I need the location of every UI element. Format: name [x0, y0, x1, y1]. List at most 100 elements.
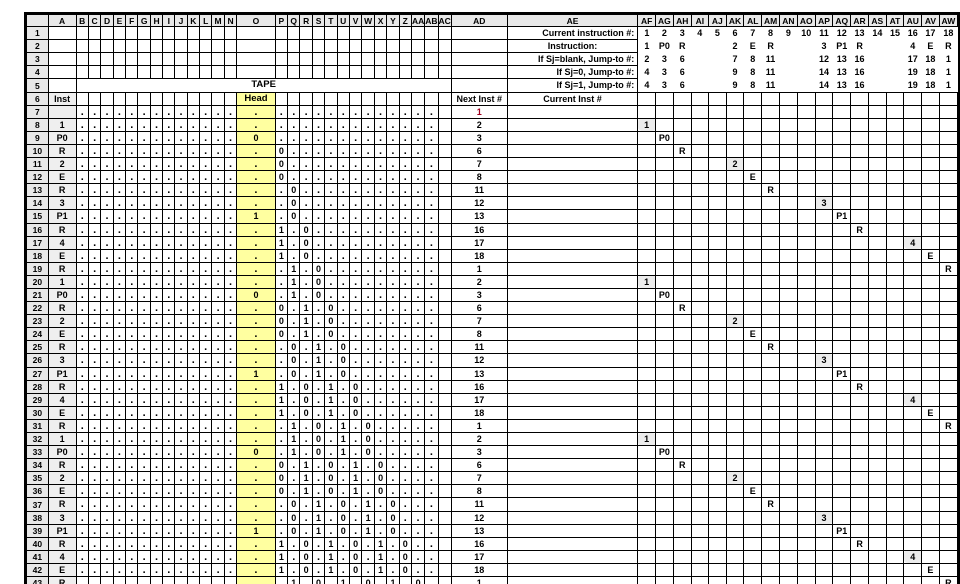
- tape-cell-Y[interactable]: .: [386, 183, 400, 198]
- tape-cell-L[interactable]: .: [199, 314, 213, 329]
- trace-cell-AL[interactable]: [743, 261, 763, 276]
- trace-cell-AG[interactable]: [655, 183, 674, 198]
- trace-spacer-cell[interactable]: [506, 327, 639, 342]
- tape-cell-Y[interactable]: .: [386, 379, 400, 394]
- trace-cell-AH[interactable]: [672, 510, 692, 525]
- tape-cell-AB[interactable]: .: [424, 261, 439, 276]
- tape-cell-T[interactable]: .: [324, 353, 338, 368]
- tape-cell-K[interactable]: .: [186, 117, 201, 132]
- tape-cell-C[interactable]: .: [87, 510, 102, 525]
- tape-cell-V[interactable]: .: [348, 327, 363, 342]
- tape-head-cell[interactable]: .: [236, 471, 276, 486]
- trace-cell-AT[interactable]: [885, 104, 905, 119]
- tape-cell-Q[interactable]: .: [286, 327, 301, 342]
- trace-cell-AO[interactable]: [796, 183, 816, 198]
- tape-cell-F[interactable]: .: [125, 130, 139, 145]
- tape-cell-S[interactable]: 1: [311, 353, 326, 368]
- tape-cell-Q[interactable]: .: [286, 117, 301, 132]
- trace-cell-AU[interactable]: [903, 170, 923, 185]
- trace-cell-AM[interactable]: [761, 392, 780, 407]
- tape-cell-AC[interactable]: [437, 471, 452, 486]
- tape-cell-P[interactable]: .: [274, 497, 289, 512]
- tape-cell-I[interactable]: .: [162, 549, 176, 564]
- trace-cell-AI[interactable]: [690, 274, 710, 289]
- tape-cell-R[interactable]: .: [299, 340, 313, 355]
- trace-cell-AJ[interactable]: [708, 209, 727, 224]
- trace-cell-AK[interactable]: [725, 405, 745, 420]
- trace-spacer-cell[interactable]: [506, 183, 639, 198]
- cell-F3[interactable]: [125, 52, 139, 67]
- trace-cell-AU[interactable]: [903, 301, 923, 316]
- cell-G4[interactable]: [137, 65, 151, 80]
- tape-cell-W[interactable]: .: [361, 405, 375, 420]
- tape-cell-F[interactable]: .: [125, 523, 139, 538]
- tape-cell-B[interactable]: .: [75, 418, 89, 434]
- tape-head-cell[interactable]: .: [236, 379, 276, 394]
- tape-cell-W[interactable]: 1: [361, 497, 375, 512]
- tape-cell-W[interactable]: .: [361, 170, 375, 185]
- tape-cell-R[interactable]: 1: [299, 301, 313, 316]
- trace-row[interactable]: 26 3............... 0. 1. 0....... 12 3: [26, 353, 959, 368]
- tape-cell-I[interactable]: .: [162, 287, 176, 303]
- trace-marker-AM[interactable]: R: [761, 183, 780, 198]
- tape-cell-L[interactable]: .: [199, 327, 213, 342]
- trace-cell-AJ[interactable]: [708, 301, 727, 316]
- tape-cell-I[interactable]: .: [162, 170, 176, 185]
- tape-head-cell[interactable]: .: [236, 183, 276, 198]
- trace-row[interactable]: 23 2.............. 0. 1. 0........ 7 2: [26, 314, 959, 329]
- tape-cell-V[interactable]: .: [348, 445, 363, 460]
- tape-cell-E[interactable]: .: [112, 143, 127, 159]
- trace-cell-AS[interactable]: [867, 379, 887, 394]
- tape-cell-I[interactable]: .: [162, 418, 176, 434]
- tape-cell-V[interactable]: .: [348, 183, 363, 198]
- trace-cell-AF[interactable]: [637, 261, 656, 276]
- tape-cell-I[interactable]: .: [162, 458, 176, 473]
- trace-cell-AP[interactable]: [814, 117, 834, 132]
- trace-spacer-cell[interactable]: [506, 287, 639, 303]
- trace-cell-AL[interactable]: [743, 366, 763, 381]
- tape-cell-AC[interactable]: [437, 497, 452, 512]
- cell-AD2[interactable]: [450, 39, 508, 54]
- tape-cell-L[interactable]: .: [199, 209, 213, 224]
- tape-cell-G[interactable]: .: [137, 183, 151, 198]
- tape-cell-T[interactable]: .: [324, 248, 338, 263]
- cell-M2[interactable]: [211, 39, 225, 54]
- trace-cell-AQ[interactable]: [832, 353, 852, 368]
- row-header-14[interactable]: 14: [26, 196, 49, 211]
- trace-cell-AP[interactable]: [814, 536, 834, 551]
- tape-cell-R[interactable]: .: [299, 261, 313, 276]
- trace-cell-AJ[interactable]: [708, 104, 727, 119]
- tape-cell-V[interactable]: .: [348, 340, 363, 355]
- cell-N2[interactable]: [223, 39, 238, 54]
- tape-cell-C[interactable]: .: [87, 222, 102, 237]
- tape-cell-AB[interactable]: .: [424, 327, 439, 342]
- tape-cell-W[interactable]: .: [361, 287, 375, 303]
- trace-cell-AM[interactable]: [761, 510, 780, 525]
- trace-marker-AF[interactable]: 1: [637, 117, 656, 132]
- trace-cell-AL[interactable]: [743, 576, 763, 584]
- cell-A3[interactable]: [47, 52, 77, 67]
- tape-cell-Y[interactable]: .: [386, 170, 400, 185]
- tape-head-cell[interactable]: .: [236, 418, 276, 434]
- tape-cell-C[interactable]: .: [87, 431, 102, 447]
- tape-cell-AA[interactable]: .: [410, 562, 426, 578]
- cell-L1[interactable]: [199, 26, 213, 41]
- trace-cell-AQ[interactable]: [832, 235, 852, 250]
- trace-cell-AS[interactable]: [867, 274, 887, 289]
- cell-Y1[interactable]: [386, 26, 400, 41]
- cell-P4[interactable]: [274, 65, 289, 80]
- trace-cell-AF[interactable]: [637, 536, 656, 551]
- tape-cell-C[interactable]: .: [87, 549, 102, 564]
- trace-spacer-cell[interactable]: [506, 484, 639, 499]
- tape-cell-K[interactable]: .: [186, 235, 201, 250]
- trace-cell-AH[interactable]: [672, 130, 692, 145]
- trace-cell-AL[interactable]: [743, 392, 763, 407]
- tape-cell-E[interactable]: .: [112, 327, 127, 342]
- cell-L6[interactable]: [199, 91, 213, 106]
- tape-cell-P[interactable]: .: [274, 261, 289, 276]
- tape-cell-U[interactable]: .: [336, 392, 350, 407]
- trace-marker-AR[interactable]: R: [850, 379, 869, 394]
- tape-cell-AA[interactable]: .: [410, 458, 426, 473]
- tape-cell-U[interactable]: 0: [336, 523, 350, 538]
